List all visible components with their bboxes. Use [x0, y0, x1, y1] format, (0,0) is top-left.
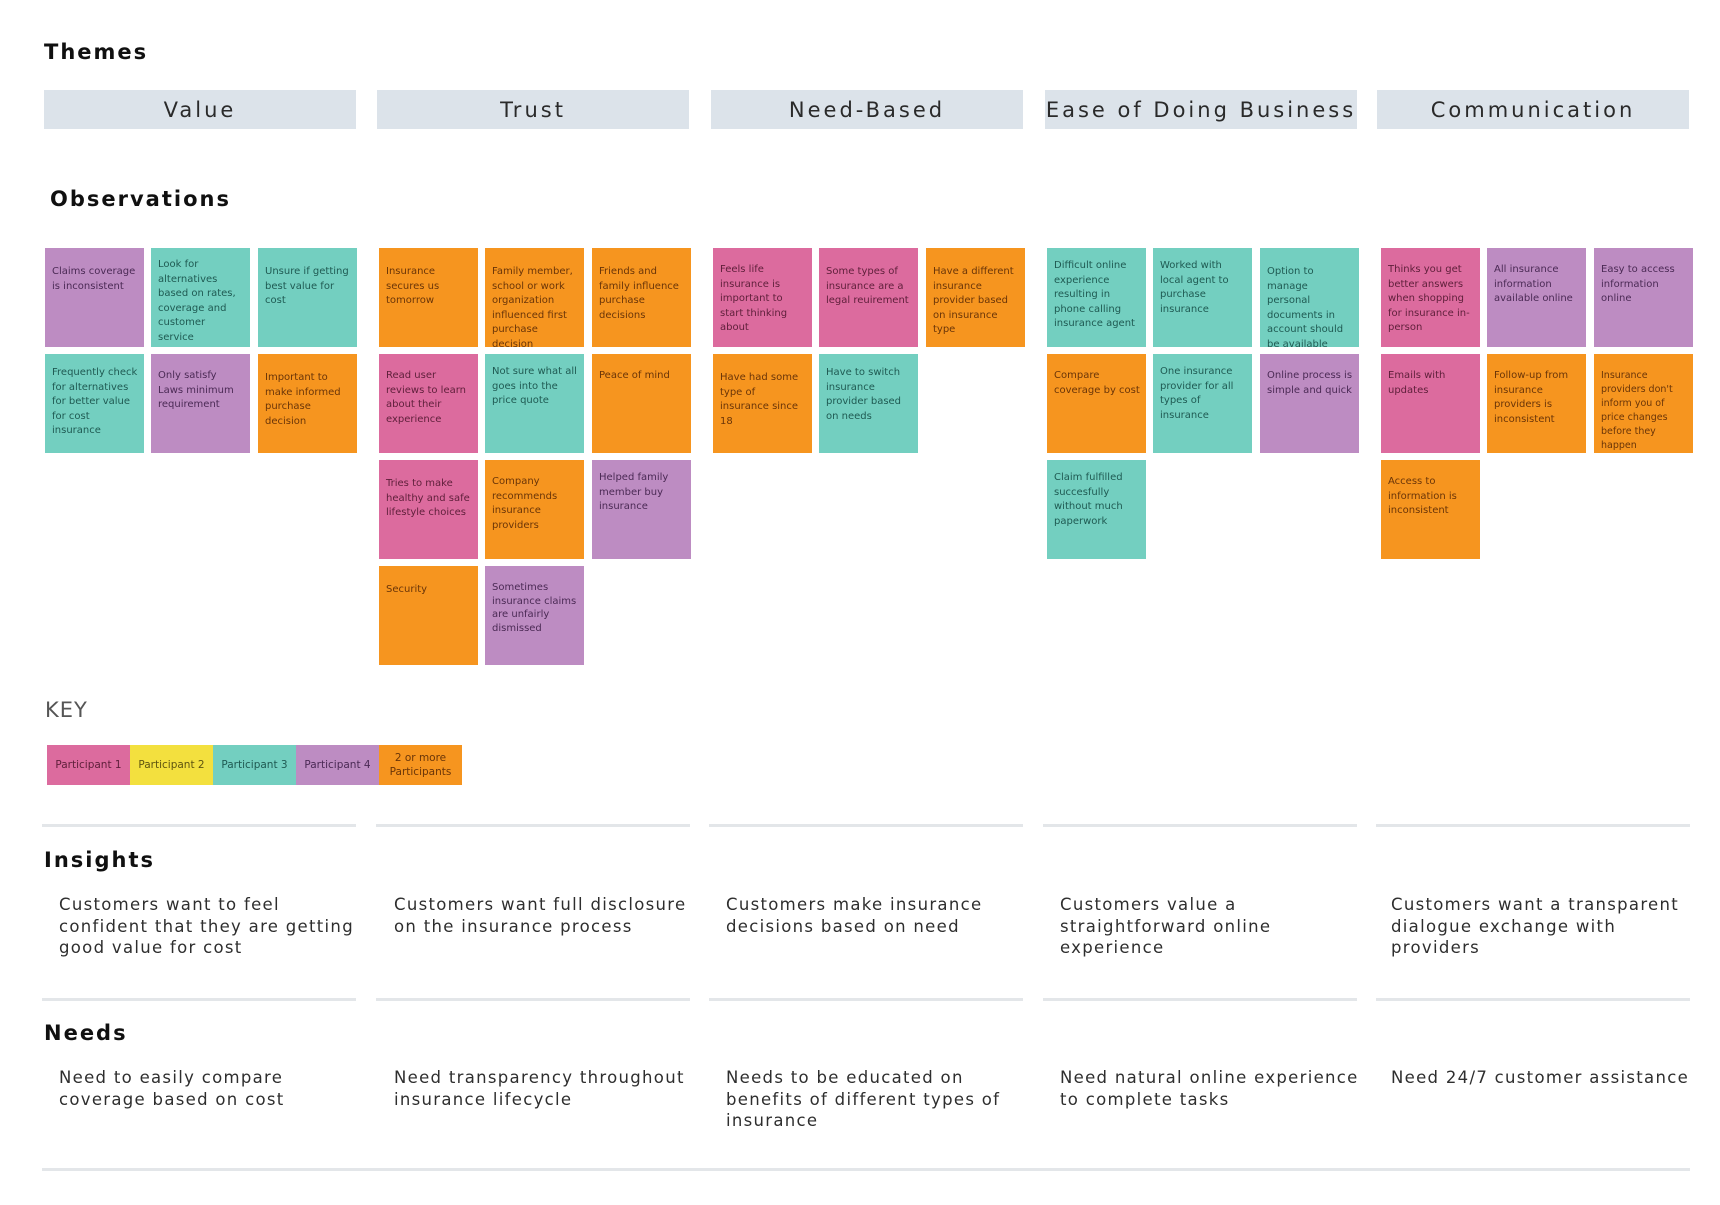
insight-need-based: Customers make insurance decisions based… [726, 895, 983, 936]
observations-heading: Observations [50, 187, 231, 211]
sticky-note: Follow-up from insurance providers is in… [1487, 354, 1586, 453]
sticky-note: Have to switch insurance provider based … [819, 354, 918, 453]
divider [1376, 824, 1690, 827]
needs-heading: Needs [44, 1021, 128, 1045]
divider [376, 824, 690, 827]
insight-value: Customers want to feel confident that th… [59, 895, 354, 957]
insight-communication: Customers want a transparent dialogue ex… [1391, 895, 1680, 957]
sticky-note: One insurance provider for all types of … [1153, 354, 1252, 453]
key-participant-3: Participant 3 [213, 745, 296, 785]
key-participant-2: Participant 2 [130, 745, 213, 785]
key-label: KEY [45, 698, 88, 722]
sticky-note: Compare coverage by cost [1047, 354, 1146, 453]
sticky-note: Helped family member buy insurance [592, 460, 691, 559]
sticky-note: Important to make informed purchase deci… [258, 354, 357, 453]
sticky-note: All insurance information available onli… [1487, 248, 1586, 347]
insight-ease: Customers value a straightforward online… [1060, 895, 1272, 957]
sticky-note: Easy to access information online [1594, 248, 1693, 347]
sticky-note: Read user reviews to learn about their e… [379, 354, 478, 453]
bottom-divider [42, 1168, 1690, 1171]
insights-heading: Insights [44, 848, 155, 872]
key-participant-1: Participant 1 [47, 745, 130, 785]
key-participant-4: Participant 4 [296, 745, 379, 785]
divider [376, 998, 690, 1001]
divider [1043, 998, 1357, 1001]
divider [1376, 998, 1690, 1001]
sticky-note: Emails with updates [1381, 354, 1480, 453]
sticky-note: Security [379, 566, 478, 665]
theme-communication: Communication [1377, 90, 1689, 129]
theme-trust: Trust [377, 90, 689, 129]
divider [709, 998, 1023, 1001]
sticky-note: Not sure what all goes into the price qu… [485, 354, 584, 453]
divider [1043, 824, 1357, 827]
sticky-note: Worked with local agent to purchase insu… [1153, 248, 1252, 347]
sticky-note: Have a different insurance provider base… [926, 248, 1025, 347]
sticky-note: Company recommends insurance providers [485, 460, 584, 559]
sticky-note: Difficult online experience resulting in… [1047, 248, 1146, 347]
sticky-note: Tries to make healthy and safe lifestyle… [379, 460, 478, 559]
sticky-note: Online process is simple and quick [1260, 354, 1359, 453]
themes-heading: Themes [44, 40, 149, 64]
key-legend: Participant 1 Participant 2 Participant … [47, 745, 462, 785]
sticky-note: Insurance secures us tomorrow [379, 248, 478, 347]
divider [42, 998, 356, 1001]
sticky-note: Family member, school or work organizati… [485, 248, 584, 347]
sticky-note: Look for alternatives based on rates, co… [151, 248, 250, 347]
sticky-note: Frequently check for alternatives for be… [45, 354, 144, 453]
sticky-note: Insurance providers don't inform you of … [1594, 354, 1693, 453]
theme-value: Value [44, 90, 356, 129]
sticky-note: Unsure if getting best value for cost [258, 248, 357, 347]
theme-ease-of-doing-business: Ease of Doing Business [1045, 90, 1357, 129]
insight-trust: Customers want full disclosure on the in… [394, 895, 687, 936]
divider [42, 824, 356, 827]
sticky-note: Friends and family influence purchase de… [592, 248, 691, 347]
need-need-based: Needs to be educated on benefits of diff… [726, 1068, 1001, 1130]
theme-need-based: Need-Based [711, 90, 1023, 129]
sticky-note: Sometimes insurance claims are unfairly … [485, 566, 584, 665]
sticky-note: Have had some type of insurance since 18 [713, 354, 812, 453]
need-trust: Need transparency throughout insurance l… [394, 1068, 685, 1109]
key-multiple-participants: 2 or more Participants [379, 745, 462, 785]
sticky-note: Claims coverage is inconsistent [45, 248, 144, 347]
need-ease: Need natural online experience to comple… [1060, 1068, 1359, 1109]
sticky-note: Only satisfy Laws minimum requirement [151, 354, 250, 453]
need-communication: Need 24/7 customer assistance [1391, 1068, 1690, 1087]
need-value: Need to easily compare coverage based on… [59, 1068, 285, 1109]
divider [709, 824, 1023, 827]
sticky-note: Peace of mind [592, 354, 691, 453]
sticky-note: Some types of insurance are a legal reui… [819, 248, 918, 347]
sticky-note: Thinks you get better answers when shopp… [1381, 248, 1480, 347]
sticky-note: Claim fulfilled succesfully without much… [1047, 460, 1146, 559]
sticky-note: Option to manage personal documents in a… [1260, 248, 1359, 347]
sticky-note: Access to information is inconsistent [1381, 460, 1480, 559]
sticky-note: Feels life insurance is important to sta… [713, 248, 812, 347]
